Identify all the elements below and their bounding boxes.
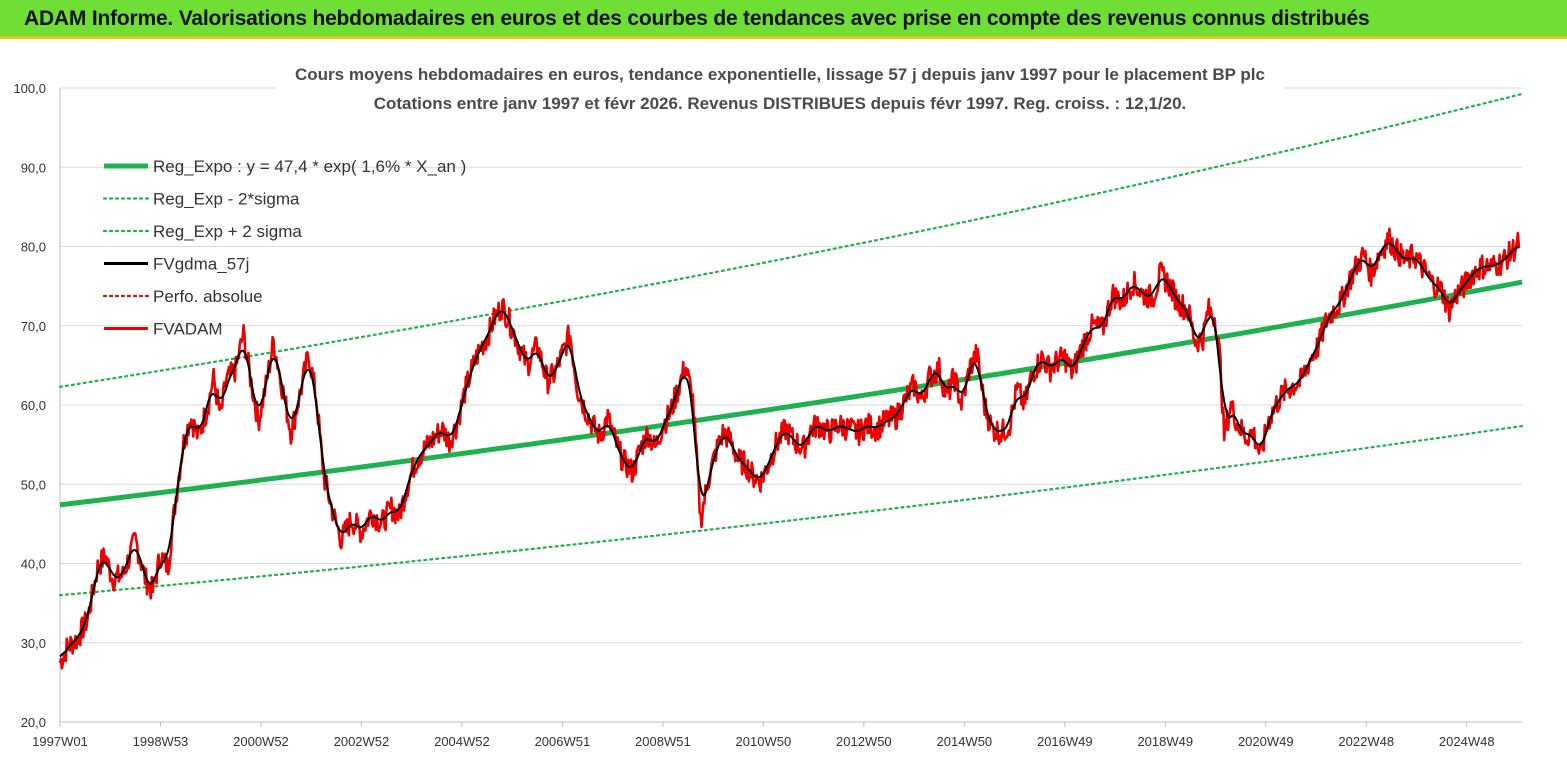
y-axis: 20,0 30,0 40,0 50,0 60,0 70,0 80,0 90,0 100,0 bbox=[13, 81, 61, 730]
x-tick-label: 2012W50 bbox=[836, 734, 892, 749]
x-tick-label: 2000W52 bbox=[233, 734, 289, 749]
y-tick-label: 50,0 bbox=[21, 477, 46, 492]
legend-label: Perfo. absolue bbox=[153, 287, 263, 306]
chart-title-line-2: Cotations entre janv 1997 et févr 2026. … bbox=[374, 94, 1187, 113]
legend-label: Reg_Exp + 2 sigma bbox=[153, 222, 302, 241]
legend: Reg_Expo : y = 47,4 * exp( 1,6% * X_an )… bbox=[102, 157, 466, 339]
legend-label: FVgdma_57j bbox=[153, 255, 249, 274]
title-background bbox=[275, 58, 1285, 120]
line-chart: 20,0 30,0 40,0 50,0 60,0 70,0 80,0 90,0 100,0 19… bbox=[13, 58, 1524, 749]
y-tick-label: 100,0 bbox=[13, 81, 46, 96]
legend-label: FVADAM bbox=[153, 320, 223, 339]
x-axis: 1997W01 1998W53 2000W52 2002W52 2004W52 2006W… bbox=[32, 721, 1522, 749]
x-tick-label: 2010W50 bbox=[736, 734, 792, 749]
x-tick-label: 2014W50 bbox=[937, 734, 993, 749]
y-tick-label: 30,0 bbox=[21, 636, 46, 651]
chart-area: 20,0 30,0 40,0 50,0 60,0 70,0 80,0 90,0 100,0 19… bbox=[0, 42, 1567, 783]
x-tick-label: 2008W51 bbox=[635, 734, 691, 749]
banner-title: ADAM Informe. Valorisations hebdomadaire… bbox=[24, 7, 1370, 30]
title-banner: ADAM Informe. Valorisations hebdomadaire… bbox=[0, 0, 1567, 39]
y-tick-label: 40,0 bbox=[21, 557, 46, 572]
legend-label: Reg_Exp - 2*sigma bbox=[153, 190, 300, 209]
x-tick-label: 2024W48 bbox=[1439, 734, 1495, 749]
regression-line bbox=[59, 279, 1523, 508]
x-tick-label: 2006W51 bbox=[535, 734, 591, 749]
upper-sigma-line bbox=[58, 92, 1524, 388]
x-tick-label: 1997W01 bbox=[32, 734, 88, 749]
series bbox=[58, 92, 1524, 670]
legend-label: Reg_Expo : y = 47,4 * exp( 1,6% * X_an ) bbox=[153, 157, 466, 176]
y-tick-label: 60,0 bbox=[21, 398, 46, 413]
chart-title: Cours moyens hebdomadaires en euros, ten… bbox=[275, 58, 1285, 120]
x-tick-label: 2016W49 bbox=[1037, 734, 1093, 749]
y-tick-label: 20,0 bbox=[21, 715, 46, 730]
chart-title-line-1: Cours moyens hebdomadaires en euros, ten… bbox=[295, 65, 1265, 84]
x-tick-label: 1998W53 bbox=[133, 734, 189, 749]
x-tick-label: 2018W49 bbox=[1137, 734, 1193, 749]
fvgdma-57j-line bbox=[59, 242, 1520, 658]
x-tick-label: 2004W52 bbox=[434, 734, 490, 749]
x-tick-label: 2002W52 bbox=[334, 734, 390, 749]
x-tick-label: 2020W49 bbox=[1238, 734, 1294, 749]
lower-sigma-line bbox=[58, 424, 1524, 597]
fvadam-line bbox=[58, 227, 1521, 670]
y-tick-label: 70,0 bbox=[21, 319, 46, 334]
y-tick-label: 90,0 bbox=[21, 160, 46, 175]
x-tick-label: 2022W48 bbox=[1338, 734, 1394, 749]
y-tick-label: 80,0 bbox=[21, 240, 46, 255]
